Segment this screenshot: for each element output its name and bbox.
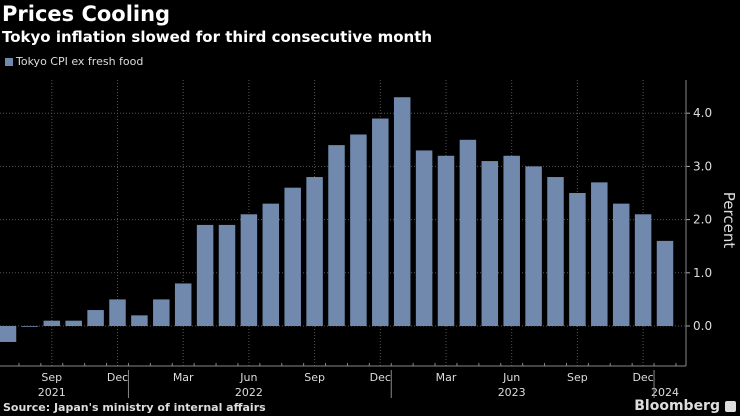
- legend-swatch: [5, 57, 13, 66]
- bar-2021-09: [43, 320, 61, 326]
- x-tick-label: Sep: [304, 371, 325, 384]
- bar-2022-12: [372, 118, 389, 327]
- year-label: 2021: [38, 386, 66, 399]
- bar-2022-05: [218, 224, 236, 326]
- bar-2021-08: [21, 326, 39, 327]
- bloomberg-icon: [725, 401, 736, 412]
- bar-2022-07: [262, 203, 280, 326]
- brand-logo: Bloomberg: [634, 398, 720, 414]
- bar-2023-08: [547, 177, 564, 326]
- x-tick-label: Sep: [41, 371, 62, 384]
- bar-2023-10: [591, 182, 608, 326]
- bar-2023-06: [503, 155, 520, 326]
- bar-2022-08: [284, 187, 301, 326]
- bar-2022-09: [306, 177, 323, 326]
- bar-2022-03: [174, 283, 192, 326]
- x-tick-label: Mar: [173, 371, 194, 384]
- x-tick-label: Dec: [107, 371, 128, 384]
- bar-2022-11: [350, 134, 367, 326]
- bar-2022-01: [131, 315, 148, 326]
- y-tick-label: 3.0: [693, 159, 712, 173]
- source-note: Source: Japan's ministry of internal aff…: [3, 401, 266, 414]
- x-tick-label: Dec: [370, 371, 391, 384]
- year-label: 2022: [235, 386, 263, 399]
- bar-2023-03: [437, 155, 455, 326]
- bar-2021-10: [65, 320, 82, 326]
- chart-subtitle: Tokyo inflation slowed for third consecu…: [2, 28, 433, 46]
- bar-2022-04: [196, 224, 214, 326]
- bar-2023-09: [569, 193, 586, 326]
- y-tick-label: 4.0: [693, 106, 712, 120]
- bar-2023-02: [415, 150, 433, 326]
- bar-2022-02: [153, 299, 170, 326]
- bar-2022-06: [240, 214, 258, 326]
- bar-2023-11: [612, 203, 630, 326]
- legend-label: Tokyo CPI ex fresh food: [16, 55, 144, 68]
- bar-2023-04: [459, 139, 477, 326]
- x-tick-label: Dec: [632, 371, 653, 384]
- y-tick-label: 1.0: [693, 266, 712, 280]
- x-tick-label: Mar: [436, 371, 457, 384]
- bar-2022-10: [328, 145, 345, 326]
- legend: Tokyo CPI ex fresh food: [5, 55, 143, 68]
- x-tick-label: Jun: [239, 371, 257, 384]
- bar-2023-05: [481, 161, 499, 326]
- y-tick-label: 2.0: [693, 213, 712, 227]
- bar-2021-12: [109, 299, 126, 326]
- bar-2023-01: [393, 97, 411, 327]
- chart-title: Prices Cooling: [2, 2, 171, 26]
- y-tick-label: 0.0: [693, 319, 712, 333]
- bar-2023-12: [634, 214, 652, 326]
- x-tick-label: Sep: [567, 371, 588, 384]
- y-axis-label: Percent: [720, 192, 738, 249]
- bar-2024-01: [656, 240, 674, 326]
- bar-2023-07: [525, 166, 542, 326]
- year-label: 2024: [651, 386, 679, 399]
- year-label: 2023: [498, 386, 526, 399]
- bar-2021-11: [87, 310, 104, 326]
- bar-2021-07: [0, 326, 17, 342]
- x-tick-label: Jun: [502, 371, 520, 384]
